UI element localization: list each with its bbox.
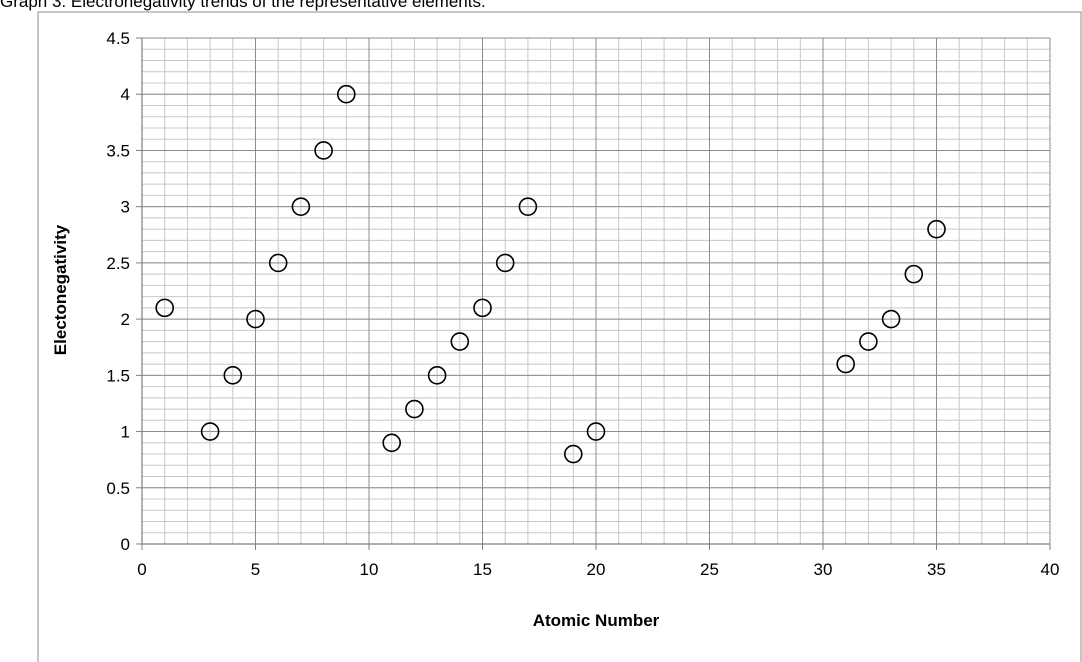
x-tick-label: 0 [137, 560, 146, 579]
data-point [246, 309, 265, 329]
y-axis-title: Electonegativity [51, 224, 70, 355]
y-tick-label: 0 [121, 535, 130, 554]
data-point [495, 253, 515, 273]
data-point [836, 354, 856, 374]
y-tick-label: 4 [121, 85, 130, 104]
data-point [223, 366, 243, 385]
y-tick-label: 3.5 [106, 141, 130, 160]
data-point [586, 422, 606, 441]
data-point [518, 197, 538, 216]
x-tick-label: 30 [814, 560, 833, 579]
data-point [155, 298, 174, 318]
data-point [881, 309, 901, 329]
data-point [904, 264, 924, 284]
data-point [927, 219, 946, 239]
data-point [405, 399, 424, 419]
data-point [336, 84, 356, 104]
x-tick-label: 35 [927, 560, 946, 579]
y-tick-label: 2.5 [106, 254, 130, 273]
y-tick-label: 0.5 [106, 479, 130, 498]
data-point [473, 298, 492, 318]
x-tick-label: 5 [251, 560, 260, 579]
data-point [200, 422, 220, 441]
y-tick-label: 1.5 [106, 366, 130, 385]
data-points [155, 84, 946, 464]
data-point [450, 332, 470, 351]
x-tick-label: 10 [360, 560, 379, 579]
chart-frame [37, 11, 1082, 662]
x-tick-labels: 0 5 10 15 20 25 30 35 40 [137, 560, 1059, 579]
data-point [268, 253, 288, 273]
data-point [859, 332, 878, 351]
y-tick-labels: 0 0.5 1 1.5 2 2.5 3 3.5 4 4.5 [106, 29, 130, 554]
x-axis-title: Atomic Number [533, 611, 660, 630]
axes [136, 37, 1051, 550]
x-tick-label: 15 [473, 560, 492, 579]
data-point [382, 433, 402, 453]
y-tick-label: 4.5 [106, 29, 130, 48]
data-point [291, 197, 311, 216]
figure-caption: Graph 3. Electronegativity trends of the… [0, 0, 486, 11]
data-point [314, 141, 333, 160]
data-point [427, 366, 447, 385]
x-tick-label: 25 [700, 560, 719, 579]
y-tick-label: 1 [121, 423, 130, 442]
y-tick-label: 3 [121, 198, 130, 217]
y-tick-label: 2 [121, 310, 130, 329]
x-tick-label: 40 [1041, 560, 1060, 579]
data-point [563, 444, 583, 464]
x-tick-label: 20 [587, 560, 606, 579]
